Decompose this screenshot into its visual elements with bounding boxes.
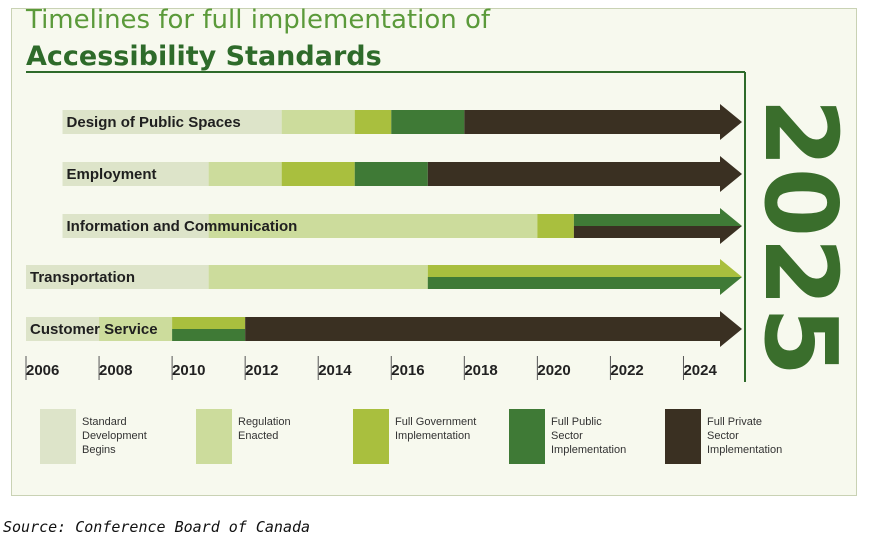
legend-swatch xyxy=(353,409,389,464)
bar-segment-full-government xyxy=(427,265,720,277)
chart-frame xyxy=(11,8,857,496)
tick-label: 2012 xyxy=(245,362,278,379)
bar-segment-full-public xyxy=(354,162,428,186)
bar-segment-regulation-enacted xyxy=(208,214,538,238)
bar-segment-full-government xyxy=(354,110,392,134)
row-label: Transportation xyxy=(30,269,135,286)
bar-segment-full-public xyxy=(391,110,465,134)
tick-label: 2008 xyxy=(99,362,132,379)
tick-label: 2014 xyxy=(318,362,352,379)
bar-segment-standard-development xyxy=(26,317,100,341)
legend-label: Regulation Enacted xyxy=(238,416,291,442)
x-axis: 2006 2008 2010 2012 2014 2016 2018 2020 2022 2024 xyxy=(25,356,718,380)
arrow-head-top xyxy=(720,259,742,277)
bar-segment-regulation-enacted xyxy=(208,265,428,289)
tick-label: 2006 xyxy=(26,362,59,379)
tick-label: 2018 xyxy=(464,362,497,379)
bar-segment-full-government xyxy=(281,162,355,186)
timeline-rows: Design of Public Spaces Employment Informa… xyxy=(26,104,742,347)
bar-segment-full-private xyxy=(427,162,720,186)
legend: Standard Development Begins Regulation Enact… xyxy=(40,409,782,464)
bar-segment-standard-development xyxy=(26,265,209,289)
source-note: Source: Conference Board of Canada xyxy=(3,518,311,536)
bar-segment-standard-development xyxy=(62,214,209,238)
bar-segment-full-public xyxy=(427,277,720,289)
timeline-row: Employment xyxy=(62,156,742,192)
bar-segment-full-government xyxy=(172,317,246,329)
timeline-row: Information and Communication xyxy=(62,208,742,244)
legend-label: Standard Development Begins xyxy=(82,416,147,456)
legend-item: Full Private Sector Implementation xyxy=(665,409,782,464)
legend-label: Full Public Sector Implementation xyxy=(551,416,626,456)
row-label: Employment xyxy=(67,166,157,183)
bar-segment-full-private xyxy=(245,317,720,341)
chart-title-line2: Accessibility Standards xyxy=(26,41,382,72)
timeline-row: Transportation xyxy=(26,259,742,295)
timeline-row: Design of Public Spaces xyxy=(62,104,742,140)
timeline-chart: Design of Public Spaces Employment Informa… xyxy=(25,71,859,464)
arrow-head-top xyxy=(720,208,742,226)
legend-item: Full Public Sector Implementation xyxy=(509,409,626,464)
legend-swatch xyxy=(509,409,545,464)
legend-swatch xyxy=(196,409,232,464)
legend-swatch xyxy=(40,409,76,464)
tick-label: 2016 xyxy=(391,362,424,379)
legend-item: Standard Development Begins xyxy=(40,409,147,464)
legend-item: Regulation Enacted xyxy=(196,409,291,464)
bar-segment-standard-development xyxy=(62,162,209,186)
legend-label: Full Private Sector Implementation xyxy=(707,416,782,456)
bar-segment-standard-development xyxy=(62,110,282,134)
tick-label: 2022 xyxy=(610,362,643,379)
bar-segment-regulation-enacted xyxy=(99,317,173,341)
arrow-head xyxy=(720,104,742,140)
bar-segment-full-private xyxy=(573,226,720,238)
arrow-head-bottom xyxy=(720,226,742,244)
bar-segment-full-private xyxy=(464,110,720,134)
timeline-row: Customer Service xyxy=(26,311,742,347)
row-label: Customer Service xyxy=(30,321,158,338)
bar-segment-full-government xyxy=(537,214,574,238)
bar-segment-regulation-enacted xyxy=(208,162,282,186)
end-year-label: 2025 xyxy=(742,98,859,376)
legend-item: Full Government Implementation xyxy=(353,409,476,464)
arrow-head xyxy=(720,156,742,192)
row-label: Information and Communication xyxy=(67,218,298,235)
arrow-head-bottom xyxy=(720,277,742,295)
bar-segment-full-public xyxy=(172,329,246,341)
tick-label: 2024 xyxy=(683,362,717,379)
tick-label: 2020 xyxy=(537,362,570,379)
bar-segment-regulation-enacted xyxy=(281,110,355,134)
chart-title-line1: Timelines for full implementation of xyxy=(26,5,491,35)
arrow-head xyxy=(720,311,742,347)
bar-segment-full-public xyxy=(573,214,720,226)
legend-label: Full Government Implementation xyxy=(395,416,476,442)
tick-label: 2010 xyxy=(172,362,205,379)
row-label: Design of Public Spaces xyxy=(67,114,241,131)
legend-swatch xyxy=(665,409,701,464)
